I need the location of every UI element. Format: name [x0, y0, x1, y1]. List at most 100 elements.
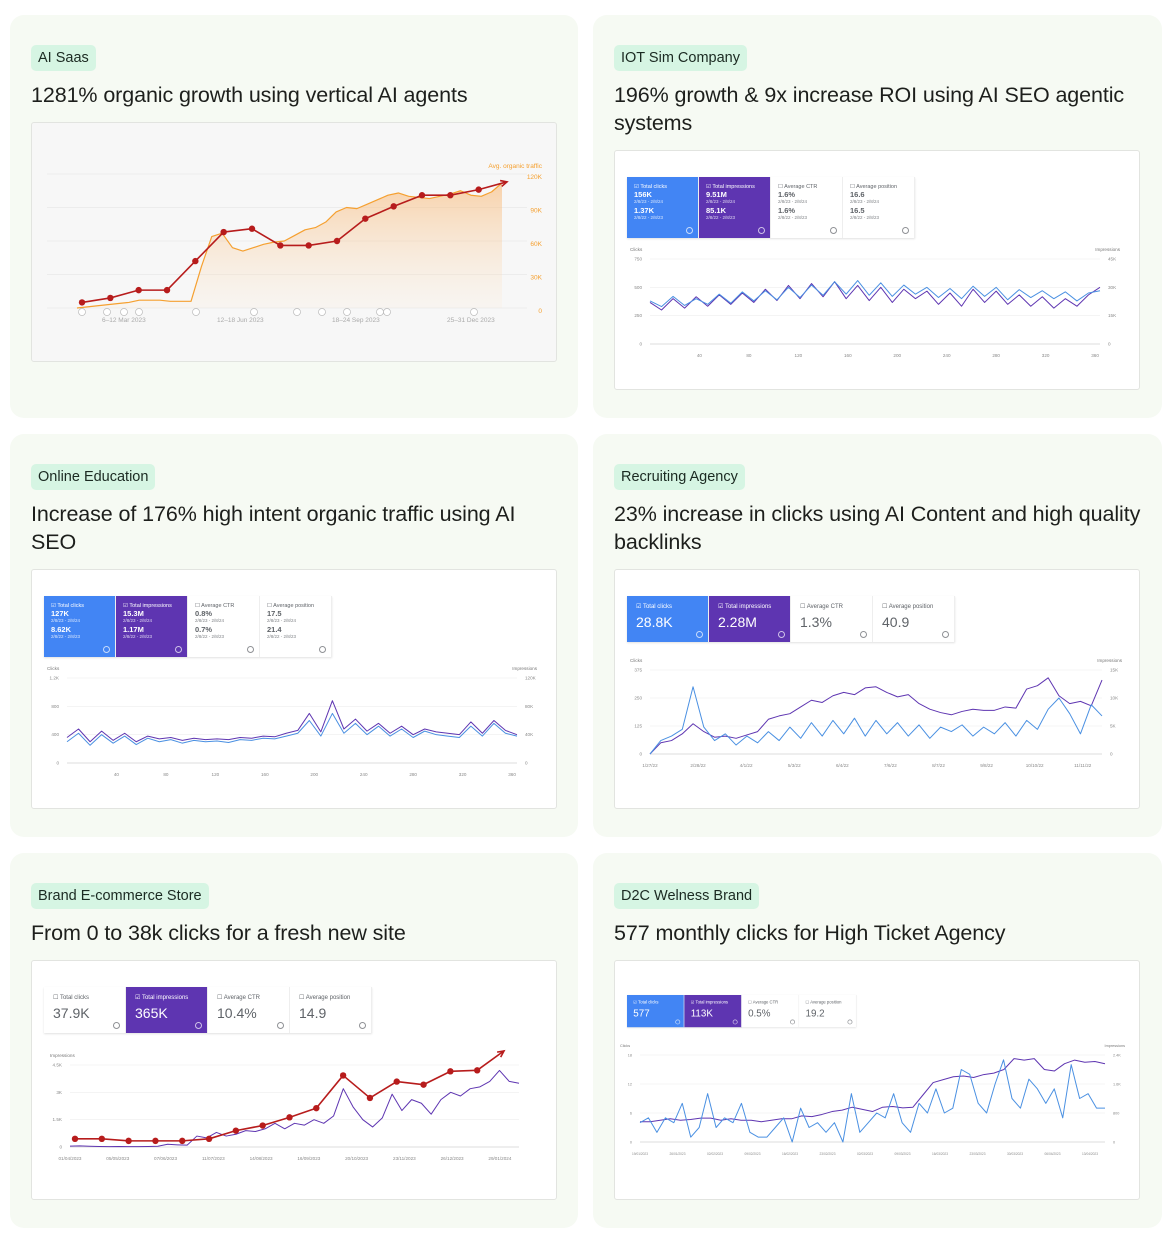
x-tick-label: 5/3/22	[788, 763, 801, 768]
metric-card-average-position[interactable]: ☐ Average position 19.2	[799, 995, 857, 1028]
help-icon[interactable]	[847, 1019, 853, 1025]
help-icon[interactable]	[175, 646, 182, 653]
metric-card-average-position[interactable]: ☐ Average position 16.6 2/8/23 - 2/8/24 16.…	[843, 177, 915, 238]
metric-card-total-clicks[interactable]: ☑ Total clicks 156K 2/8/23 - 2/8/24 1.37K 2/…	[627, 177, 699, 238]
trend-point	[78, 299, 86, 306]
metric-card-average-ctr[interactable]: ☐ Average CTR 10.4%	[208, 987, 290, 1033]
x-tick-label: 160	[261, 772, 269, 777]
x-tick-label: 23/02/2023	[820, 1152, 836, 1156]
help-icon[interactable]	[696, 631, 703, 638]
case-study-grid: AI Saas 1281% organic growth using vertic…	[10, 15, 1162, 1228]
metric-label: ☑ Total impressions	[135, 995, 189, 1001]
left-tick-label: 0	[639, 752, 642, 757]
category-tag: Brand E-commerce Store	[31, 883, 209, 909]
case-study-card[interactable]: D2C Welness Brand 577 monthly clicks for …	[593, 853, 1162, 1228]
trend-arrow-icon	[496, 1049, 506, 1058]
help-icon[interactable]	[758, 227, 765, 234]
chart-canvas: Clicks Impressions 375 15K 250 10K 125 5K 0 0 1/27…	[630, 658, 1123, 768]
metric-card-total-impressions[interactable]: ☑ Total impressions 2.28M	[709, 596, 791, 642]
metric-card-total-impressions[interactable]: ☑ Total impressions 365K	[126, 987, 208, 1033]
x-tick-label: 360	[1091, 353, 1099, 358]
metric-card-total-clicks[interactable]: ☐ Total clicks 37.9K	[44, 987, 126, 1033]
case-study-card[interactable]: IOT Sim Company 196% growth & 9x increase…	[593, 15, 1162, 418]
case-study-card[interactable]: Brand E-commerce Store From 0 to 38k clic…	[10, 853, 578, 1228]
metric-card-total-clicks[interactable]: ☑ Total clicks 127K 2/8/23 - 2/8/24 8.62K 2/…	[44, 596, 116, 657]
metric-value-previous: 16.5	[850, 206, 865, 215]
help-icon[interactable]	[675, 1019, 681, 1025]
metric-label: ☐ Average CTR	[778, 184, 818, 190]
help-icon[interactable]	[277, 1022, 284, 1029]
help-icon[interactable]	[790, 1019, 795, 1025]
x-tick-label: 11/07/2023	[202, 1156, 225, 1161]
case-study-title: Increase of 176% high intent organic tra…	[31, 502, 516, 554]
right-tick-label: 0	[1113, 1141, 1115, 1145]
metric-card-total-clicks[interactable]: ☑ Total clicks 577	[627, 995, 685, 1028]
trend-point	[232, 1127, 240, 1134]
chart-canvas: Avg. organic traffic 120K 90K 60K 30K 0 6–12 M…	[47, 163, 543, 324]
metric-card-average-position[interactable]: ☐ Average position 14.9	[290, 987, 372, 1033]
x-tick-label: 4/1/22	[740, 763, 753, 768]
right-tick-label: 1.6K	[1113, 1083, 1121, 1087]
metric-value: 10.4%	[217, 1005, 257, 1021]
x-tick-label: 320	[1042, 353, 1050, 358]
help-icon[interactable]	[902, 227, 909, 234]
metric-card-average-position[interactable]: ☐ Average position 17.5 2/8/23 - 2/8/24 21.…	[260, 596, 332, 657]
help-icon[interactable]	[732, 1019, 738, 1025]
help-icon[interactable]	[113, 1022, 120, 1029]
help-icon[interactable]	[778, 631, 785, 638]
help-icon[interactable]	[103, 646, 110, 653]
help-icon[interactable]	[247, 646, 254, 653]
case-study-card[interactable]: AI Saas 1281% organic growth using vertic…	[10, 15, 578, 418]
metric-card-total-clicks[interactable]: ☑ Total clicks 28.8K	[627, 596, 709, 642]
right-tick-label: 0	[1108, 342, 1111, 347]
left-axis-title: Impressions	[50, 1053, 75, 1058]
help-icon[interactable]	[942, 631, 949, 638]
x-tick-label: 14/08/2023	[250, 1156, 273, 1161]
right-tick-label: 40K	[525, 732, 534, 737]
trend-point	[313, 1104, 320, 1112]
right-tick-label: 15K	[1110, 668, 1119, 673]
case-study-card[interactable]: Online Education Increase of 176% high in…	[10, 434, 578, 837]
help-icon[interactable]	[830, 227, 837, 234]
metric-value-previous: 8.62K	[51, 625, 72, 634]
x-tick-label: 26/12/2023	[441, 1156, 464, 1161]
trend-point	[333, 237, 341, 245]
metric-value: 1.6%	[778, 190, 796, 199]
search-console-chart: Clicks Impressions 18 2.4K 12 1.6K 6 800 0 0 19/01…	[614, 960, 1140, 1200]
metric-card-average-ctr[interactable]: ☐ Average CTR 0.8% 2/8/23 - 2/8/24 0.7% 2/8/…	[188, 596, 260, 657]
help-icon[interactable]	[359, 1022, 366, 1029]
left-tick-label: 3K	[56, 1090, 63, 1095]
x-tick-label: 80	[163, 772, 169, 777]
x-tick-label: 120	[795, 353, 803, 358]
annotation-marker-icon	[383, 308, 391, 316]
x-tick-label: 320	[459, 772, 467, 777]
metric-range: 2/8/23 - 2/8/24	[778, 199, 808, 204]
x-tick-label: 200	[310, 772, 318, 777]
metric-card-total-impressions[interactable]: ☑ Total impressions 15.3M 2/8/23 - 2/8/24 1…	[116, 596, 188, 657]
clicks-line	[649, 686, 1103, 755]
metric-card-average-ctr[interactable]: ☐ Average CTR 1.3%	[791, 596, 873, 642]
search-console-chart: Clicks Impressions 1.2K 120K 800 80K 400 40K 0 0 4…	[31, 569, 557, 809]
x-tick-label: 01/04/2023	[59, 1156, 82, 1161]
help-icon[interactable]	[686, 227, 693, 234]
metric-card-average-ctr[interactable]: ☐ Average CTR 0.5%	[741, 995, 800, 1028]
left-tick-label: 0	[630, 1141, 632, 1145]
help-icon[interactable]	[319, 646, 326, 653]
right-tick-label: 2.4K	[1113, 1054, 1121, 1058]
case-study-card[interactable]: Recruiting Agency 23% increase in clicks …	[593, 434, 1162, 837]
metric-cards: ☑ Total clicks 127K 2/8/23 - 2/8/24 8.62K 2/…	[44, 596, 332, 657]
metric-label: ☐ Average position	[882, 604, 934, 610]
metric-card-average-ctr[interactable]: ☐ Average CTR 1.6% 2/8/23 - 2/8/24 1.6% 2/8/…	[771, 177, 843, 238]
search-console-chart: Clicks Impressions 375 15K 250 10K 125 5K 0 0 1/27…	[614, 569, 1140, 809]
trend-point	[339, 1072, 347, 1079]
metric-card-total-impressions[interactable]: ☑ Total impressions 9.51M 2/8/23 - 2/8/24 8…	[699, 177, 771, 238]
trend-point	[107, 294, 114, 302]
metric-card-average-position[interactable]: ☐ Average position 40.9	[873, 596, 955, 642]
help-icon[interactable]	[860, 631, 867, 638]
help-icon[interactable]	[195, 1022, 202, 1029]
metric-value: 14.9	[299, 1005, 327, 1021]
metric-card-total-impressions[interactable]: ☑ Total impressions 113K	[684, 995, 742, 1028]
metric-value: 365K	[135, 1005, 168, 1021]
metric-cards: ☐ Total clicks 37.9K ☑ Total impressions 36…	[44, 987, 372, 1033]
y-tick-label: 90K	[530, 208, 542, 215]
